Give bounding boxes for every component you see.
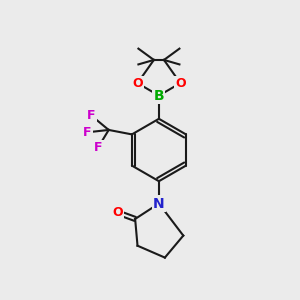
Text: F: F — [94, 141, 103, 154]
Text: F: F — [87, 109, 96, 122]
Text: B: B — [154, 88, 164, 103]
Text: F: F — [83, 126, 92, 139]
Text: O: O — [112, 206, 123, 219]
Text: O: O — [175, 76, 186, 90]
Text: N: N — [153, 196, 165, 211]
Text: O: O — [132, 76, 143, 90]
